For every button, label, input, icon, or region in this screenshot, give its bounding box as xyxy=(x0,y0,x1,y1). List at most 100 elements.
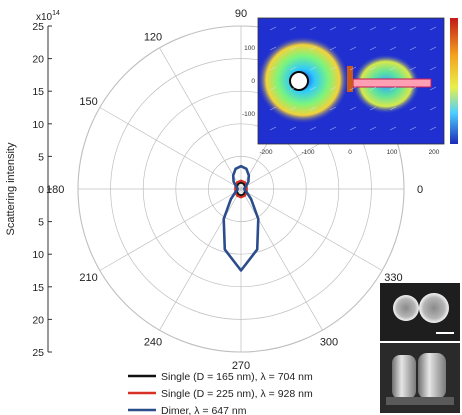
legend-label: Single (D = 225 nm), λ = 928 nm xyxy=(161,388,313,400)
axis-tick-label: 20 xyxy=(32,54,44,66)
inset-y-tick: 0 xyxy=(251,78,255,85)
field-arrow xyxy=(289,106,297,111)
field-arrow xyxy=(329,106,337,111)
field-arrow xyxy=(309,86,317,91)
inset-y-tick: 100 xyxy=(244,45,255,52)
field-arrow xyxy=(369,106,377,111)
field-arrow xyxy=(429,46,437,51)
field-arrow xyxy=(269,46,277,51)
angle-label: 330 xyxy=(384,272,402,284)
sem-pillar-left xyxy=(392,355,416,399)
field-arrow xyxy=(289,66,297,71)
inset-x-tick: 0 xyxy=(348,149,352,156)
grid-spoke xyxy=(159,188,242,331)
particle-marker-left xyxy=(289,71,309,91)
field-arrow xyxy=(349,106,357,111)
field-arrow xyxy=(429,86,437,91)
field-arrow xyxy=(409,66,417,71)
field-arrow xyxy=(269,126,277,131)
angle-label: 150 xyxy=(79,96,97,108)
series-curve-2 xyxy=(234,179,248,199)
field-arrow xyxy=(349,126,357,131)
field-arrow xyxy=(289,46,297,51)
field-arrow xyxy=(369,86,377,91)
field-arrow xyxy=(389,106,397,111)
angle-label: 240 xyxy=(144,336,162,348)
field-arrow xyxy=(349,26,357,31)
legend-label: Dimer, λ = 647 nm xyxy=(161,405,247,415)
field-arrow xyxy=(429,126,437,131)
grid-spoke xyxy=(99,188,242,271)
field-arrow xyxy=(409,126,417,131)
field-arrow xyxy=(309,46,317,51)
field-arrow xyxy=(289,26,297,31)
grid-spoke xyxy=(240,188,323,331)
grid-spoke xyxy=(240,188,383,271)
field-arrow xyxy=(329,86,337,91)
axis-tick-label: 10 xyxy=(32,249,44,261)
field-arrow xyxy=(389,46,397,51)
field-arrow xyxy=(389,26,397,31)
colorbar xyxy=(450,18,458,144)
field-arrow xyxy=(329,126,337,131)
field-arrow xyxy=(329,66,337,71)
field-arrow xyxy=(389,66,397,71)
angle-label: 0 xyxy=(417,184,423,196)
angle-label: 210 xyxy=(79,272,97,284)
inset-x-tick: -100 xyxy=(301,149,314,156)
field-arrow xyxy=(369,126,377,131)
field-arrow xyxy=(349,86,357,91)
field-arrow xyxy=(349,46,357,51)
field-arrow xyxy=(369,46,377,51)
axis-scale-exponent: 14 xyxy=(52,10,60,17)
inset-x-tick: -200 xyxy=(259,149,272,156)
inset-y-tick: -100 xyxy=(242,111,255,118)
field-arrow xyxy=(289,126,297,131)
field-arrow xyxy=(309,66,317,71)
polar-grid xyxy=(77,25,405,353)
field-arrow xyxy=(369,66,377,71)
field-gap-marker xyxy=(347,66,353,92)
inset-x-tick: 200 xyxy=(429,149,440,156)
field-arrow xyxy=(289,86,297,91)
field-arrow xyxy=(309,126,317,131)
field-arrow xyxy=(409,106,417,111)
legend: Single (D = 165 nm), λ = 704 nm Single (D… xyxy=(128,371,313,415)
axis-scale-base: x10 xyxy=(36,12,53,23)
axis-scale-label: x1014 xyxy=(36,10,60,23)
field-arrow xyxy=(409,46,417,51)
grid-spoke xyxy=(99,107,242,190)
grid-spoke xyxy=(159,47,242,190)
sem-substrate xyxy=(386,397,454,405)
series-curve-3 xyxy=(222,164,260,272)
particle-bar-right xyxy=(352,78,432,88)
field-map-inset: -200 -100 0 100 200 100 0 -100 xyxy=(242,17,458,156)
field-arrow xyxy=(269,86,277,91)
axis-tick-label: 20 xyxy=(32,314,44,326)
angle-label: 120 xyxy=(144,32,162,44)
legend-label: Single (D = 165 nm), λ = 704 nm xyxy=(161,371,313,383)
axis-tick-label: 15 xyxy=(32,282,44,294)
field-arrow xyxy=(389,126,397,131)
y-axis-label: Scattering intensity xyxy=(5,142,17,235)
sem-disk-small xyxy=(393,295,419,321)
field-arrow xyxy=(349,66,357,71)
field-arrow xyxy=(269,66,277,71)
angle-label: 180 xyxy=(46,184,64,196)
field-arrow xyxy=(389,86,397,91)
field-arrow xyxy=(309,106,317,111)
axis-tick-label: 10 xyxy=(32,119,44,131)
field-arrow xyxy=(269,106,277,111)
field-arrow xyxy=(429,106,437,111)
axis-tick-label: 15 xyxy=(32,86,44,98)
field-arrow xyxy=(309,26,317,31)
sem-pillar-right xyxy=(418,353,446,399)
axis-tick-label: 25 xyxy=(32,347,44,359)
field-arrow xyxy=(329,46,337,51)
field-arrow xyxy=(409,26,417,31)
axis-tick-label: 0 xyxy=(38,184,44,196)
field-arrow xyxy=(409,86,417,91)
axis-tick-label: 5 xyxy=(38,217,44,229)
